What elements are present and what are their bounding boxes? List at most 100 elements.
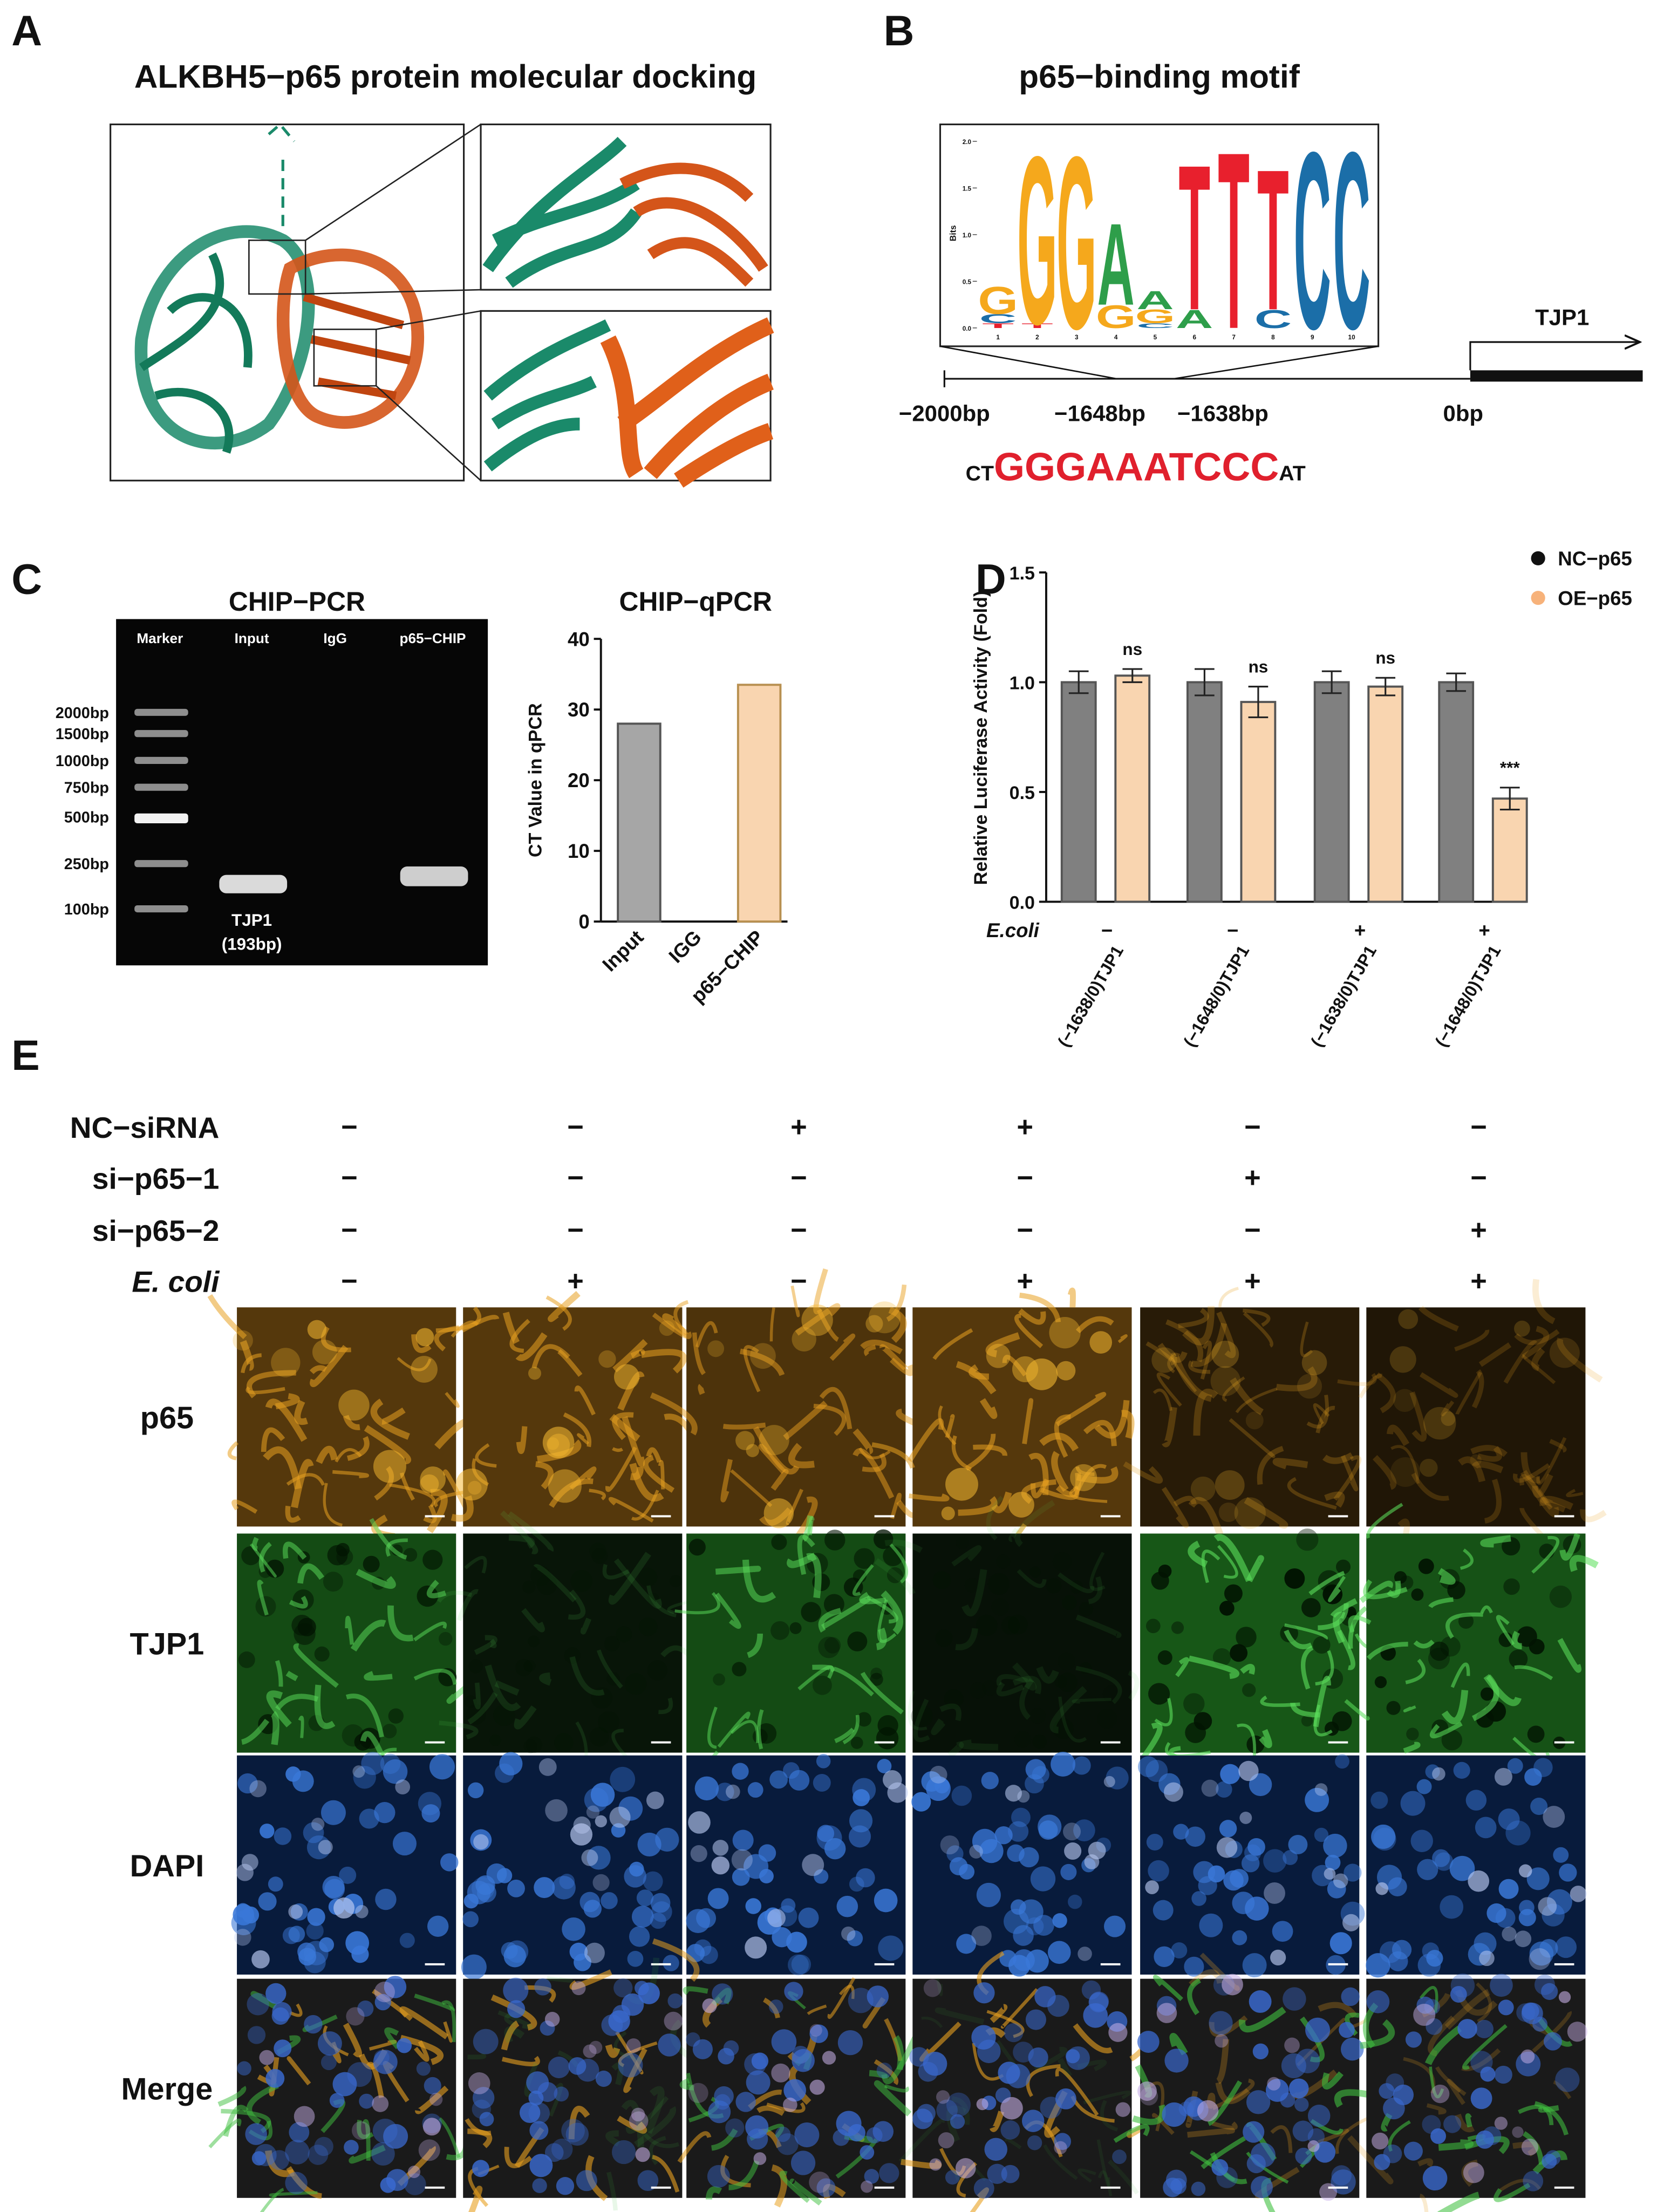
texture bbox=[1036, 1666, 1059, 1684]
texture bbox=[544, 2012, 560, 2027]
texture bbox=[781, 1898, 796, 1913]
texture bbox=[1115, 2102, 1130, 2117]
texture bbox=[783, 2097, 797, 2112]
position-label: 6 bbox=[1192, 334, 1196, 341]
texture bbox=[909, 1493, 950, 1501]
texture bbox=[413, 1621, 447, 1642]
texture bbox=[908, 1690, 928, 1731]
texture bbox=[829, 1333, 856, 1361]
texture bbox=[233, 1330, 253, 1351]
texture bbox=[1340, 1455, 1359, 1492]
texture bbox=[1498, 1808, 1520, 1831]
micrograph bbox=[1140, 1528, 1395, 1764]
texture bbox=[695, 1321, 718, 1348]
texture bbox=[1188, 1497, 1227, 1546]
texture bbox=[612, 1339, 648, 1373]
texture bbox=[853, 1564, 874, 1596]
texture bbox=[606, 2172, 618, 2211]
texture bbox=[935, 2007, 985, 2025]
texture bbox=[1337, 1373, 1377, 1386]
texture bbox=[1145, 1341, 1175, 1366]
texture bbox=[1426, 1950, 1443, 1967]
texture bbox=[864, 2169, 879, 2184]
texture bbox=[688, 1811, 711, 1834]
y-tick-label: 0.5 bbox=[1010, 783, 1035, 803]
texture bbox=[745, 1936, 767, 1959]
texture bbox=[1307, 2140, 1320, 2152]
texture bbox=[979, 1398, 998, 1419]
texture bbox=[464, 1556, 487, 1574]
texture bbox=[568, 1589, 586, 1620]
texture bbox=[1516, 2003, 1535, 2022]
texture bbox=[472, 2160, 489, 2177]
texture bbox=[389, 1483, 435, 1508]
texture bbox=[1388, 1951, 1408, 1971]
zoom-lines bbox=[940, 345, 1379, 380]
legend-label: NC−p65 bbox=[1558, 548, 1632, 570]
texture bbox=[1247, 1838, 1265, 1856]
texture bbox=[1058, 1672, 1078, 1692]
texture bbox=[461, 1954, 487, 1980]
micrograph bbox=[1344, 1503, 1599, 1764]
texture bbox=[586, 1805, 600, 1819]
texture bbox=[971, 1926, 992, 1946]
texture bbox=[1201, 1549, 1220, 1583]
texture bbox=[235, 1903, 250, 1918]
texture bbox=[713, 1673, 725, 1686]
texture bbox=[1518, 1864, 1532, 1878]
texture bbox=[637, 2170, 659, 2191]
texture bbox=[1301, 1715, 1313, 1727]
texture bbox=[1315, 1405, 1335, 1433]
texture bbox=[1553, 1847, 1569, 1863]
texture bbox=[1507, 1758, 1523, 1774]
scale-bar bbox=[874, 1741, 895, 1744]
texture bbox=[275, 1393, 300, 1410]
texture bbox=[605, 2044, 620, 2058]
texture bbox=[1366, 1990, 1390, 2013]
micrograph bbox=[463, 1957, 694, 2212]
texture bbox=[1190, 1476, 1216, 1501]
significance-label: ns bbox=[1375, 648, 1395, 667]
texture bbox=[1383, 2144, 1402, 2163]
texture bbox=[1399, 1575, 1414, 1589]
texture bbox=[629, 1861, 644, 1877]
texture bbox=[605, 2130, 620, 2147]
texture bbox=[251, 1537, 259, 1551]
texture bbox=[816, 1309, 840, 1342]
texture bbox=[372, 2118, 398, 2143]
texture bbox=[1046, 1578, 1062, 1594]
texture bbox=[939, 1703, 962, 1722]
texture bbox=[1463, 2162, 1484, 2183]
texture bbox=[1219, 1820, 1237, 1838]
texture bbox=[359, 2093, 374, 2109]
texture bbox=[584, 1942, 605, 1963]
texture bbox=[259, 2050, 275, 2065]
texture bbox=[605, 1446, 637, 1492]
texture bbox=[562, 1917, 585, 1941]
texture bbox=[694, 1776, 719, 1801]
texture bbox=[877, 1599, 897, 1643]
texture bbox=[556, 2177, 575, 2195]
texture bbox=[787, 1954, 809, 1976]
texture bbox=[1005, 1785, 1022, 1802]
texture bbox=[546, 1437, 560, 1450]
texture bbox=[1123, 1461, 1163, 1484]
ladder-band bbox=[134, 783, 188, 791]
texture bbox=[345, 1694, 384, 1738]
texture bbox=[809, 2079, 825, 2095]
texture bbox=[1480, 2066, 1496, 2082]
texture bbox=[1137, 1756, 1159, 1778]
texture bbox=[742, 1559, 776, 1603]
texture bbox=[1541, 1983, 1558, 2000]
texture bbox=[612, 1447, 624, 1452]
texture bbox=[529, 2154, 553, 2177]
texture bbox=[725, 2118, 745, 2138]
texture bbox=[1536, 1437, 1567, 1485]
texture bbox=[1400, 1791, 1426, 1816]
texture bbox=[1170, 1352, 1197, 1392]
texture bbox=[758, 1444, 786, 1474]
texture bbox=[357, 2000, 374, 2017]
condition-sign: − bbox=[1017, 1215, 1033, 1246]
texture bbox=[1529, 1638, 1545, 1655]
texture bbox=[265, 2150, 295, 2177]
